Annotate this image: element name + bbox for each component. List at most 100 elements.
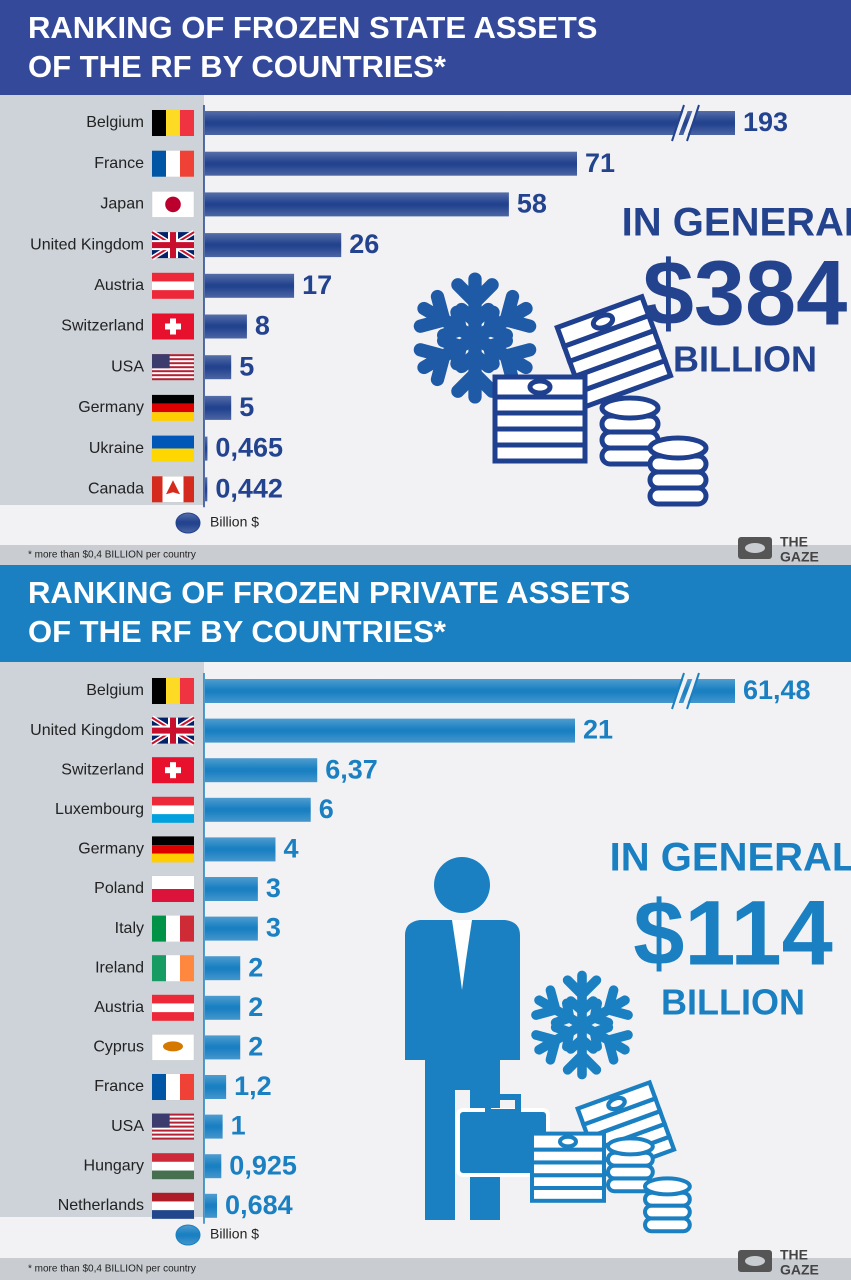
bar — [205, 1114, 223, 1139]
flag — [151, 954, 195, 982]
flag-part — [180, 150, 194, 177]
value-label: 71 — [585, 148, 615, 178]
flag-part — [152, 378, 194, 381]
value-label: 17 — [302, 270, 332, 300]
bar — [205, 355, 232, 380]
bar — [205, 233, 342, 258]
chart-title: RANKING OF FROZEN PRIVATE ASSETS — [28, 575, 630, 610]
category-label: Netherlands — [58, 1197, 144, 1214]
flag-part — [152, 1117, 194, 1120]
flag-part — [152, 1129, 194, 1132]
flag-part — [152, 1210, 194, 1219]
category-label: Hungary — [84, 1157, 144, 1174]
bar — [205, 679, 735, 703]
flag-part — [166, 1074, 180, 1100]
axis-break — [673, 674, 698, 708]
bar — [205, 877, 258, 901]
flag-part — [152, 110, 166, 136]
flag — [151, 394, 195, 422]
flag-part — [152, 727, 194, 734]
header-band — [0, 565, 851, 662]
axis-break — [673, 106, 698, 140]
flag-part — [152, 242, 194, 249]
flag-part — [152, 448, 194, 462]
total-annotation: $114 — [633, 882, 833, 984]
flag — [151, 796, 195, 824]
flag-part — [152, 412, 194, 421]
category-label: Germany — [78, 399, 144, 416]
legend-label: Billion $ — [210, 1226, 259, 1242]
flag — [151, 1034, 195, 1061]
flag-part — [152, 915, 166, 942]
value-label: 58 — [517, 189, 547, 219]
total-annotation: BILLION — [661, 982, 805, 1023]
flag-part — [166, 150, 180, 177]
value-label: 4 — [283, 834, 298, 864]
flag-part — [180, 955, 194, 982]
footnote: * more than $0,4 BILLION per country — [28, 550, 196, 561]
flag — [151, 272, 195, 300]
category-label: Canada — [88, 481, 144, 498]
flag-part — [152, 1003, 194, 1013]
header-band — [0, 0, 851, 95]
bar — [205, 151, 577, 176]
axis-break — [671, 672, 700, 710]
logo-text: THE — [780, 1247, 808, 1263]
category-label: Austria — [94, 999, 144, 1016]
flag — [151, 1152, 195, 1180]
value-label: 1,2 — [234, 1071, 272, 1101]
flag — [151, 353, 195, 381]
value-label: 5 — [239, 351, 254, 381]
logo-eye — [745, 543, 765, 553]
flag — [151, 756, 195, 784]
flag-part — [152, 1133, 194, 1136]
value-label: 0,442 — [215, 473, 283, 503]
category-label: France — [94, 1078, 144, 1095]
flag-part — [152, 374, 194, 377]
flag-part — [163, 1041, 183, 1052]
flag-part — [152, 272, 194, 282]
category-label: Switzerland — [61, 761, 144, 778]
bar — [205, 314, 247, 339]
flag-part — [152, 1125, 194, 1128]
category-label: Luxembourg — [55, 801, 144, 818]
value-label: 193 — [743, 107, 788, 137]
flag-part — [152, 1137, 194, 1140]
person-icon — [405, 857, 550, 1220]
total-annotation: IN GENERAL — [622, 201, 851, 245]
flag-part — [166, 955, 180, 982]
chart-title: OF THE RF BY COUNTRIES* — [28, 614, 447, 649]
flag-part — [152, 836, 194, 846]
bar — [205, 758, 318, 783]
flag-part — [166, 678, 180, 704]
flag-part — [152, 1201, 194, 1211]
flag-part — [152, 678, 166, 704]
flag-part — [152, 150, 166, 177]
flag — [151, 109, 195, 137]
category-label: Italy — [115, 920, 144, 937]
flag — [151, 435, 195, 462]
flag-part — [152, 476, 163, 503]
bar — [205, 916, 258, 941]
flag-part — [152, 394, 194, 404]
flag-part — [152, 370, 194, 373]
flag-part — [152, 994, 194, 1004]
value-label: 0,684 — [225, 1190, 293, 1220]
logo-text: GAZE — [780, 1262, 819, 1278]
flag-part — [152, 1121, 194, 1124]
bar — [205, 1035, 241, 1060]
chart-title: OF THE RF BY COUNTRIES* — [28, 49, 447, 84]
flag — [151, 836, 195, 863]
flag-part — [152, 366, 194, 369]
bar — [205, 273, 295, 298]
flag-part — [152, 358, 194, 361]
value-label: 0,465 — [215, 433, 283, 463]
value-label: 3 — [266, 913, 281, 943]
chart-title: RANKING OF FROZEN STATE ASSETS — [28, 10, 598, 45]
bar — [205, 956, 241, 981]
flag-part — [152, 1074, 166, 1100]
flag-part — [166, 480, 180, 495]
value-label: 2 — [248, 1032, 263, 1062]
flag-part — [152, 796, 194, 806]
flag-part — [152, 354, 170, 369]
